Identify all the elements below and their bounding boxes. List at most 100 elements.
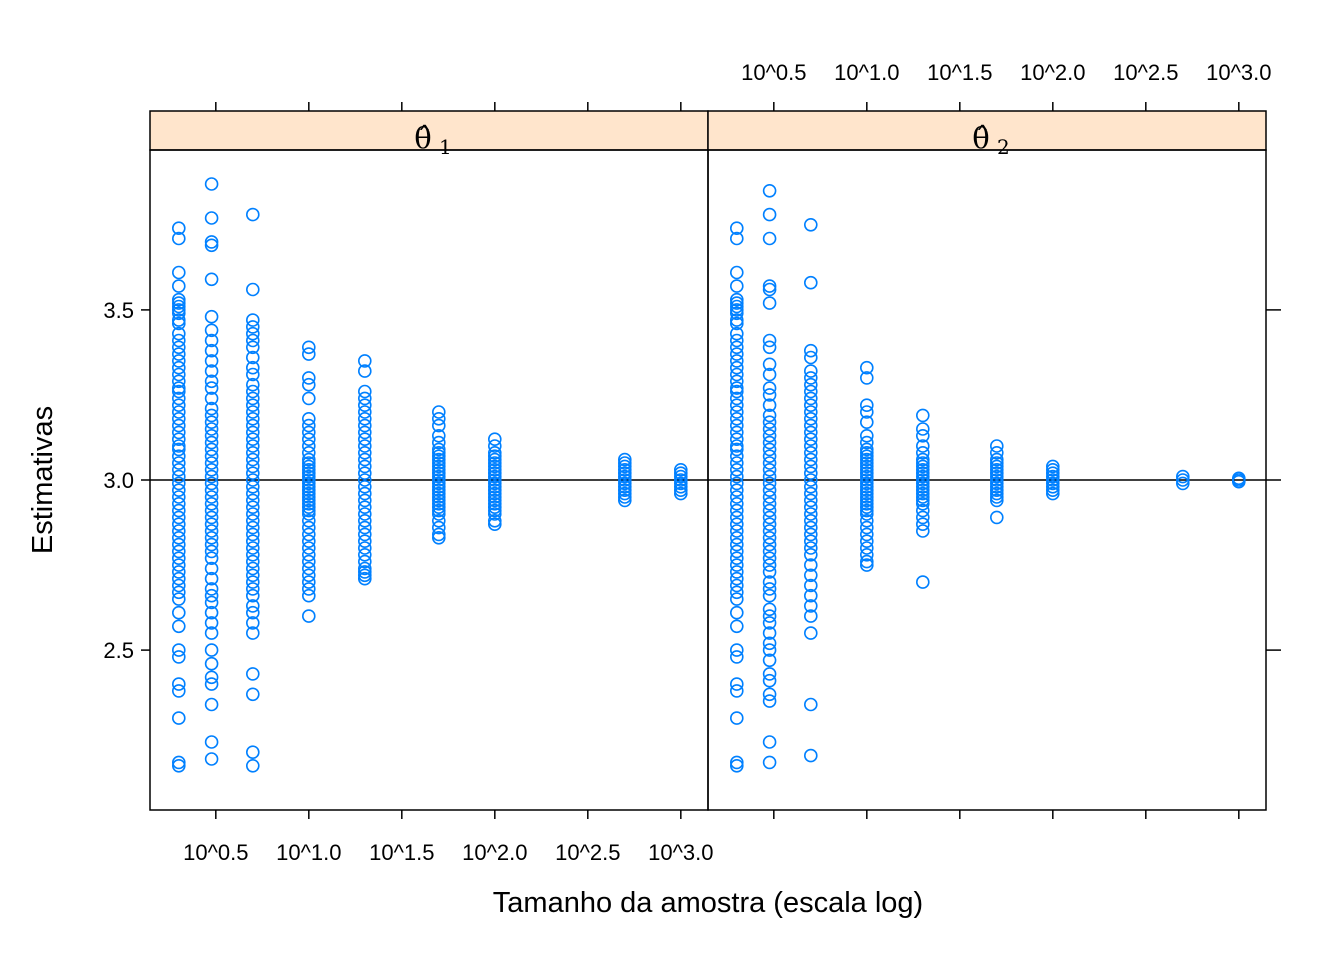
x-tick-label-top-4: 10^2.5 xyxy=(1113,60,1178,85)
point-p1-n1000-7 xyxy=(673,486,688,501)
point-p1-n2-12 xyxy=(172,333,186,348)
point-p2-n20-20 xyxy=(915,510,930,525)
point-p2-n2-15 xyxy=(729,354,744,368)
point-p1-n1000-4 xyxy=(673,476,688,491)
point-p2-n20-16 xyxy=(915,490,930,504)
panels-layer: θ̂ 110^0.5 10^1.0 10^1.5 10^2.0 10^2.5 10^3.0θ… xyxy=(103,60,1281,865)
point-p1-n3-5 xyxy=(204,309,219,324)
point-p2-n50-9 xyxy=(989,476,1004,491)
point-p2-n5-8 xyxy=(803,391,818,406)
point-p1-n20-21 xyxy=(357,513,372,528)
x-tick-label-top-1: 10^1.0 xyxy=(834,60,899,85)
point-p2-n100-1 xyxy=(1046,462,1060,477)
point-p1-n50-23 xyxy=(431,503,446,518)
point-p1-n100-20 xyxy=(487,507,502,521)
point-p2-n2-19 xyxy=(729,381,744,395)
point-p1-n100-21 xyxy=(487,513,502,528)
point-p1-n100-6 xyxy=(487,459,502,474)
point-p2-n10-32 xyxy=(859,547,874,562)
point-p2-n3-23 xyxy=(762,476,777,491)
point-p1-n3-45 xyxy=(204,643,219,657)
point-p2-n2-26 xyxy=(729,425,744,440)
point-p2-n2-13 xyxy=(729,340,744,355)
point-p1-n50-0 xyxy=(431,405,446,419)
point-p1-n1000-3 xyxy=(673,473,688,487)
point-p1-n3-4 xyxy=(204,272,219,287)
point-p1-n5-23 xyxy=(246,466,260,481)
point-p2-n10-1 xyxy=(859,371,874,385)
point-p2-n20-17 xyxy=(915,493,930,508)
point-p1-n3-43 xyxy=(204,616,219,630)
point-p1-n2-41 xyxy=(172,524,186,538)
point-p1-n5-42 xyxy=(246,599,260,613)
point-p1-n2-45 xyxy=(172,551,186,566)
point-p1-n2-22 xyxy=(172,398,186,413)
point-p1-n5-45 xyxy=(246,626,260,640)
point-p1-n2-35 xyxy=(172,483,186,498)
point-p2-n3-0 xyxy=(762,184,777,198)
point-p1-n5-35 xyxy=(246,547,260,562)
point-p1-n2-6 xyxy=(172,299,186,314)
point-p1-n100-16 xyxy=(487,493,502,508)
point-p2-n10-2 xyxy=(859,398,874,413)
x-axis-title: Tamanho da amostra (escala log) xyxy=(493,887,923,919)
point-p1-n50-21 xyxy=(431,496,446,511)
point-p1-n5-8 xyxy=(246,360,260,375)
point-p1-n2-23 xyxy=(172,405,186,419)
point-p2-n500-0 xyxy=(1176,469,1190,484)
point-p1-n50-4 xyxy=(431,435,446,450)
point-p2-n2-60 xyxy=(729,758,744,773)
point-p1-n5-10 xyxy=(246,377,260,392)
point-p2-n2-16 xyxy=(729,360,744,375)
point-p1-n3-15 xyxy=(204,408,219,423)
point-p2-n5-12 xyxy=(803,418,818,433)
point-p2-n2-0 xyxy=(729,221,744,235)
point-p2-n3-19 xyxy=(762,449,777,464)
point-p2-n50-11 xyxy=(989,483,1004,498)
point-p1-n20-14 xyxy=(357,466,372,481)
x-tick-label-top-0: 10^0.5 xyxy=(741,60,806,85)
point-p1-n2-1 xyxy=(172,231,186,246)
point-p1-n3-23 xyxy=(204,462,219,477)
point-p2-n5-10 xyxy=(803,405,818,419)
point-p1-n3-44 xyxy=(204,626,219,640)
point-p1-n3-49 xyxy=(204,697,219,712)
point-p1-n2-26 xyxy=(172,425,186,440)
point-p1-n2-50 xyxy=(172,585,186,600)
point-p1-n50-13 xyxy=(431,469,446,484)
point-p2-n3-16 xyxy=(762,428,777,443)
point-p2-n2-27 xyxy=(729,432,744,447)
point-p1-n2-9 xyxy=(172,313,186,327)
point-p1-n20-1 xyxy=(357,364,372,378)
point-p2-n10-28 xyxy=(859,520,874,535)
point-p2-n3-33 xyxy=(762,544,777,559)
point-p2-n5-34 xyxy=(803,578,818,593)
point-p2-n3-20 xyxy=(762,456,777,470)
point-p1-n5-28 xyxy=(246,500,260,515)
point-p2-n3-6 xyxy=(762,333,777,348)
point-p1-n2-19 xyxy=(172,381,186,395)
point-p1-n20-31 xyxy=(357,571,372,586)
point-p1-n100-22 xyxy=(487,517,502,532)
point-p2-n5-7 xyxy=(803,384,818,399)
point-p1-n3-16 xyxy=(204,415,219,430)
point-p1-n20-18 xyxy=(357,493,372,508)
point-p1-n50-14 xyxy=(431,473,446,487)
point-p1-n2-47 xyxy=(172,565,186,579)
point-p2-n3-31 xyxy=(762,530,777,545)
point-p2-n2-42 xyxy=(729,530,744,545)
point-p2-n2-55 xyxy=(729,650,744,664)
point-p1-n5-30 xyxy=(246,513,260,528)
point-p1-n1000-1 xyxy=(673,466,688,481)
point-p2-n5-30 xyxy=(803,541,818,555)
point-p2-n3-30 xyxy=(762,524,777,538)
point-p1-n5-43 xyxy=(246,605,260,620)
point-p2-n5-17 xyxy=(803,452,818,467)
point-p1-n1000-2 xyxy=(673,469,688,484)
point-p1-n5-9 xyxy=(246,367,260,382)
point-p1-n3-7 xyxy=(204,333,219,348)
point-p1-n5-21 xyxy=(246,452,260,467)
point-p1-n50-27 xyxy=(431,527,446,542)
x-tick-label-bottom-4: 10^2.5 xyxy=(555,840,620,865)
point-p1-n20-27 xyxy=(357,554,372,569)
